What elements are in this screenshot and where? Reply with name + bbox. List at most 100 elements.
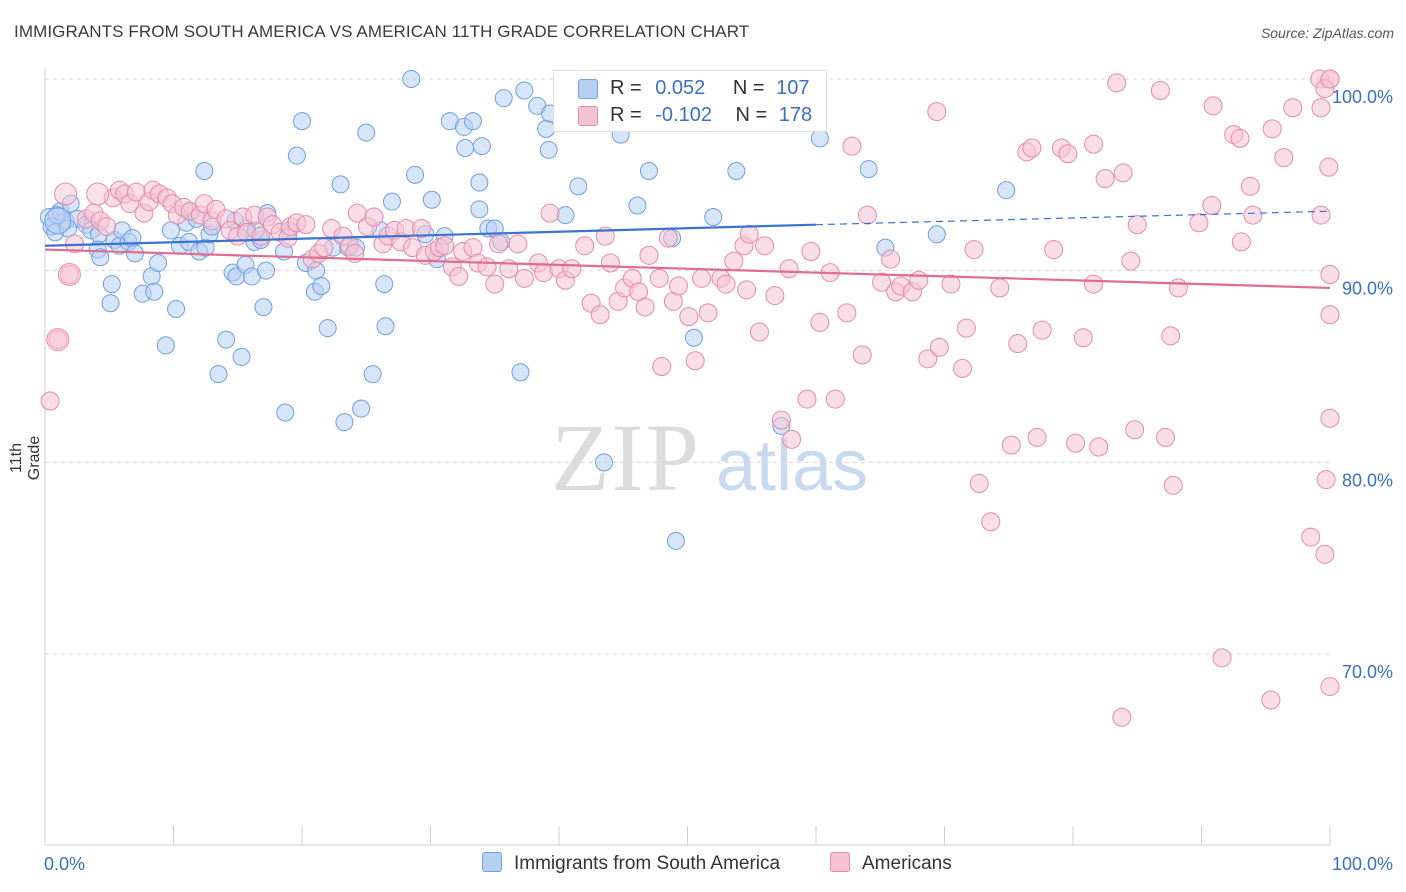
immigrants-point <box>287 146 306 165</box>
swatch-blue <box>578 79 598 99</box>
immigrants-point <box>44 207 72 235</box>
americans-point <box>40 391 60 411</box>
stats-legend: R = 0.052 N = 107 R = -0.102 N = 178 <box>553 70 827 132</box>
americans-point <box>1032 320 1052 340</box>
immigrants-point <box>149 254 168 272</box>
americans-point <box>449 266 469 286</box>
americans-point <box>1202 196 1222 215</box>
americans-point <box>1066 433 1086 453</box>
immigrants-point <box>539 140 558 159</box>
immigrants-point <box>352 399 371 418</box>
immigrants-point <box>217 330 236 349</box>
americans-point <box>801 242 821 261</box>
immigrants-trend-line <box>44 223 817 247</box>
immigrants-point <box>376 317 395 336</box>
americans-point <box>485 274 505 294</box>
immigrants-point <box>156 336 175 355</box>
americans-point <box>1262 119 1282 139</box>
n-value: 178 <box>778 104 813 126</box>
immigrants-point <box>628 196 647 215</box>
americans-point <box>1089 437 1109 457</box>
immigrants-point <box>684 328 703 347</box>
immigrants-point <box>312 277 331 295</box>
x-tick-label: 100.0% <box>1332 854 1393 874</box>
americans-point <box>562 259 582 279</box>
americans-point <box>1203 96 1223 116</box>
americans-point <box>852 345 872 365</box>
chart-title: IMMIGRANTS FROM SOUTH AMERICA VS AMERICA… <box>14 22 750 41</box>
americans-point <box>685 351 705 371</box>
immigrants-point <box>704 208 723 226</box>
americans-point <box>698 303 718 323</box>
immigrants-point <box>375 275 394 294</box>
americans-point <box>1189 213 1209 233</box>
x-tick-labels: 0.0% 100.0% <box>44 854 1393 874</box>
americans-point <box>749 322 769 342</box>
americans-point <box>97 217 117 237</box>
americans-point <box>1315 544 1335 564</box>
americans-point <box>635 297 655 317</box>
immigrants-point <box>254 298 273 317</box>
americans-point <box>1121 251 1141 271</box>
americans-point <box>1084 274 1104 294</box>
americans-point <box>669 276 689 296</box>
americans-point <box>1311 205 1331 225</box>
americans-point <box>909 270 929 290</box>
americans-point <box>1112 707 1132 727</box>
americans-point <box>1320 69 1340 89</box>
y-tick-labels: 70.0% 80.0% 90.0% 100.0% <box>1332 87 1393 682</box>
americans-point <box>872 272 892 292</box>
americans-point <box>724 251 744 271</box>
americans-point <box>1319 157 1339 177</box>
americans-point <box>1212 648 1232 668</box>
americans-point <box>1008 334 1028 353</box>
legend-item-americans[interactable]: Americans <box>830 852 952 875</box>
americans-point <box>54 182 78 206</box>
americans-point <box>941 274 961 294</box>
americans-point <box>1231 232 1251 252</box>
series-legend: Immigrants from South America Americans <box>0 850 1406 880</box>
immigrants-point <box>357 123 376 142</box>
americans-point <box>1084 134 1104 154</box>
x-tick-label: 0.0% <box>44 854 85 874</box>
americans-point <box>1168 278 1188 298</box>
legend-label: Americans <box>862 853 952 874</box>
americans-point <box>1163 475 1183 495</box>
immigrants-point <box>472 137 491 156</box>
immigrants-point <box>639 162 658 180</box>
series-immigrants-points <box>39 70 1016 550</box>
americans-point <box>810 312 830 332</box>
immigrants-point <box>997 181 1016 200</box>
americans-point <box>1156 427 1176 447</box>
r-label: R = <box>610 77 642 99</box>
legend-swatch-pink <box>830 852 850 872</box>
immigrants-point <box>556 206 575 225</box>
immigrants-point <box>145 282 164 301</box>
americans-point <box>716 274 736 294</box>
immigrants-point <box>232 347 251 366</box>
americans-point <box>755 236 775 256</box>
immigrants-point <box>167 300 186 318</box>
immigrants-point <box>470 173 489 192</box>
americans-point <box>1161 326 1181 346</box>
americans-point <box>765 286 785 306</box>
americans-point <box>1240 176 1260 196</box>
americans-point <box>1261 690 1281 710</box>
n-value: 107 <box>776 77 810 99</box>
americans-point <box>86 182 110 206</box>
immigrants-point <box>422 190 441 209</box>
americans-point <box>771 410 791 430</box>
immigrants-point <box>927 225 946 244</box>
americans-point <box>927 102 947 122</box>
americans-point <box>1027 427 1047 447</box>
series-americans-points <box>40 69 1340 727</box>
grid-lines <box>45 78 1330 655</box>
americans-point <box>508 234 528 254</box>
legend-item-immigrants[interactable]: Immigrants from South America <box>482 852 780 875</box>
americans-point <box>364 207 384 227</box>
immigrants-point <box>727 162 746 180</box>
americans-point <box>652 357 672 376</box>
watermark: ZIP atlas <box>551 404 868 511</box>
americans-point <box>1316 470 1336 490</box>
immigrants-point <box>456 139 475 157</box>
